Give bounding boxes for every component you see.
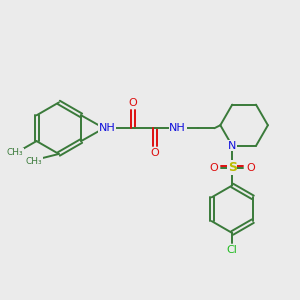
Text: CH₃: CH₃ bbox=[26, 158, 42, 166]
Text: NH: NH bbox=[99, 123, 116, 133]
Text: Cl: Cl bbox=[227, 245, 238, 255]
Text: CH₃: CH₃ bbox=[6, 148, 23, 158]
Text: O: O bbox=[129, 98, 137, 108]
Text: O: O bbox=[209, 163, 218, 172]
Text: N: N bbox=[228, 141, 236, 151]
Text: S: S bbox=[228, 161, 237, 174]
Text: NH: NH bbox=[169, 123, 186, 133]
Text: O: O bbox=[247, 163, 255, 172]
Text: O: O bbox=[151, 148, 159, 158]
